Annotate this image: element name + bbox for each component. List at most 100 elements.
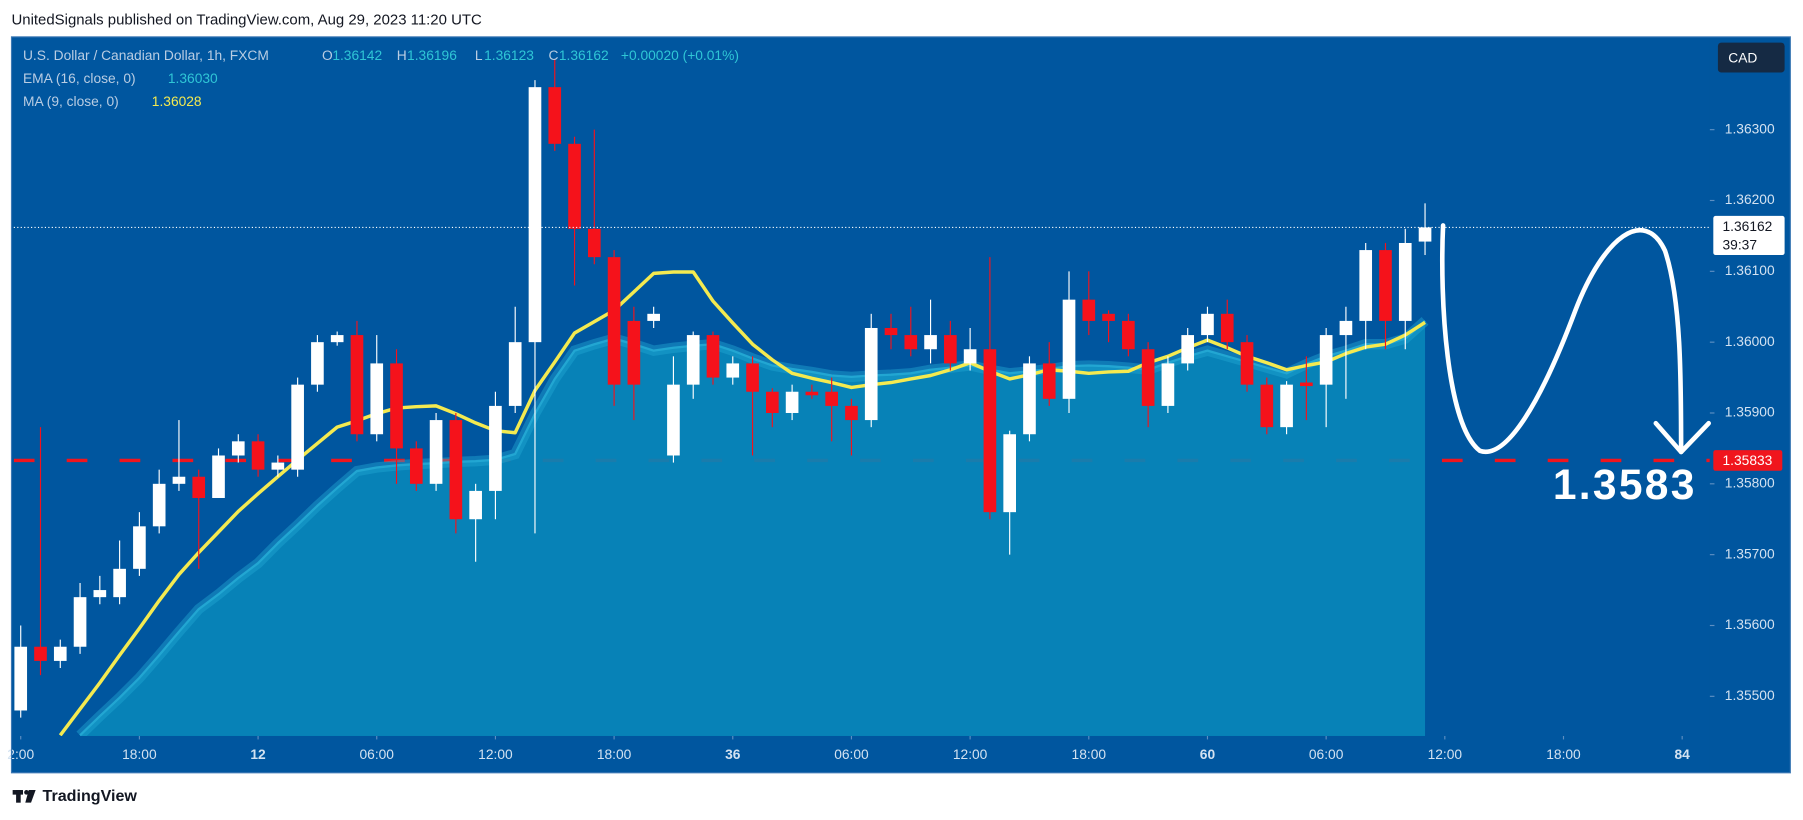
y-tick-label: 1.35800 (1725, 475, 1775, 490)
y-tick-label: 1.35500 (1725, 688, 1775, 703)
candle-body (805, 391, 819, 396)
currency-label: CAD (1728, 50, 1757, 65)
hand-drawn-forecast (1440, 223, 1712, 455)
candle-body (231, 441, 245, 456)
last-price-label: 1.36162 (1723, 219, 1773, 234)
x-tick-label: 06:00 (834, 747, 869, 762)
candle-body (746, 363, 759, 392)
candle-body (508, 342, 522, 406)
candle-body (686, 335, 700, 385)
legend-series-name: MA (9, close, 0) (23, 94, 119, 109)
candle-body (469, 490, 482, 520)
x-tick-label: 12:00 (953, 747, 988, 762)
x-tick-label: 18:00 (597, 747, 632, 762)
x-tick-label: 06:00 (359, 747, 394, 762)
footer-brand: TradingView (43, 787, 138, 805)
candle-body (271, 462, 285, 470)
ema-area (80, 320, 1426, 736)
x-tick-label: 18:00 (1546, 747, 1581, 762)
forecast-arrowhead (1653, 420, 1712, 455)
legend-ohlc-label: O (322, 48, 333, 63)
candle-body (1201, 313, 1214, 336)
legend-series-name: EMA (16, close, 0) (23, 71, 136, 86)
legend-series-value: 1.36030 (168, 71, 218, 86)
candle-body (587, 228, 601, 258)
candle-body (884, 327, 898, 336)
countdown-label: 39:37 (1723, 237, 1758, 252)
last-price-tag (1713, 215, 1785, 256)
candle-body (1339, 320, 1353, 336)
candle-body (1062, 299, 1076, 399)
candle-body (1141, 349, 1155, 406)
x-tick-label: 12:00 (478, 747, 513, 762)
x-tick-label: 60 (1200, 747, 1216, 762)
forecast-curve (1440, 223, 1684, 455)
candle-body (607, 257, 621, 385)
candle-body (53, 646, 67, 661)
candle-body (963, 349, 977, 364)
candle-body (212, 455, 225, 498)
level-annotation: 1.3583 (1553, 461, 1697, 509)
candle-body (766, 391, 779, 413)
logo-part (24, 790, 29, 795)
candle-body (864, 327, 878, 421)
y-tick-label: 1.35600 (1725, 617, 1775, 632)
candle-body (1398, 242, 1412, 321)
candle-body (1122, 320, 1135, 350)
candle-body (706, 335, 720, 378)
logo-part (25, 790, 36, 803)
candle-body (73, 597, 87, 647)
candle-body (291, 384, 304, 470)
candle-body (1418, 227, 1432, 242)
level-label: 1.35833 (1723, 453, 1773, 468)
candle-body (944, 335, 957, 364)
x-tick-label: 18:00 (1072, 747, 1107, 762)
candle-body (667, 384, 680, 456)
y-tick-label: 1.36100 (1725, 263, 1775, 278)
x-tick-label: 84 (1674, 747, 1690, 762)
candle-body (904, 335, 918, 350)
logo-part (16, 790, 21, 803)
series-line (58, 270, 1426, 736)
candle-body (311, 342, 324, 385)
candle-body (251, 441, 265, 470)
time-axis (13, 735, 1710, 773)
x-tick-label: 06:00 (1309, 747, 1344, 762)
candle-body (1319, 335, 1333, 385)
legend-ohlc-value: 1.36142 (332, 48, 382, 63)
candle-body (1280, 384, 1293, 428)
x-tick-label: 18:00 (122, 747, 157, 762)
candle-body (1042, 363, 1056, 399)
legend-ohlc-value: 1.36123 (484, 48, 534, 63)
publish-header: UnitedSignals published on TradingView.c… (11, 12, 481, 29)
x-tick-label: 12 (250, 747, 266, 762)
candle-body (825, 391, 838, 406)
candle-body (152, 483, 166, 527)
candle-body (726, 363, 740, 378)
legend: U.S. Dollar / Canadian Dollar, 1h, FXCM … (23, 48, 739, 109)
candle-body (1359, 250, 1373, 321)
legend-ohlc-value: 1.36196 (407, 48, 457, 63)
candle-body (449, 420, 463, 520)
legend-change: +0.00020 (+0.01%) (621, 48, 739, 63)
candle-body (350, 335, 364, 435)
legend-series-value: 1.36028 (152, 94, 202, 109)
candle-body (548, 87, 562, 144)
candle-body (1260, 384, 1274, 428)
candle-body (845, 405, 858, 421)
candle-body (489, 405, 502, 491)
y-tick-label: 1.36000 (1725, 334, 1775, 349)
candle-body (785, 391, 799, 413)
candle-body (409, 448, 423, 484)
legend-ohlc-label: C (548, 48, 558, 63)
plot-layer: 1.35500 1.35600 1.35700 1.35800 1.35900 1.360… (7, 36, 1791, 774)
candle-body (1082, 299, 1096, 321)
legend-ohlc-label: L (475, 48, 483, 63)
candle-body (429, 420, 443, 484)
currency-button[interactable] (1717, 42, 1785, 73)
candle-body (113, 568, 126, 598)
x-tick-label: 36 (725, 747, 741, 762)
x-tick-label: 12:00 (1428, 747, 1463, 762)
